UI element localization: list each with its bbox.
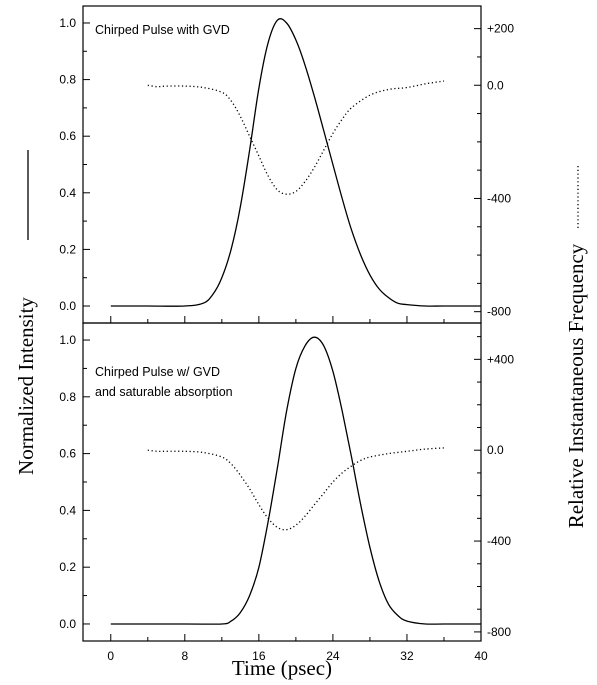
x-axis-label: Time (psec) xyxy=(232,656,332,680)
panel-bottom-annotation-line-2: and saturable absorption xyxy=(95,385,233,399)
x-tick-label: 8 xyxy=(181,649,188,663)
left-tick-label: 0.0 xyxy=(59,299,76,313)
right-axis-label-group: Relative Instantaneous Frequency xyxy=(564,166,588,528)
right-tick-label: +400 xyxy=(487,352,514,366)
panel-bottom-ticks: 0.0 0.2 0.4 0.6 0.8 1.0 +400 0.0 -400 -800 xyxy=(59,333,514,641)
x-tick-label: 40 xyxy=(474,649,488,663)
left-tick-label: 0.6 xyxy=(59,447,76,461)
panel-top-series xyxy=(110,18,481,307)
panel-top: Chirped Pulse with GVD 0.0 0.2 0.4 0.6 0.8 1.… xyxy=(59,5,514,324)
right-tick-label: 0.0 xyxy=(487,443,504,457)
left-axis-label: Normalized Intensity xyxy=(14,297,38,475)
left-tick-label: 0.4 xyxy=(59,503,76,517)
intensity-curve-bottom xyxy=(110,336,481,625)
left-tick-label: 0.2 xyxy=(59,242,76,256)
panel-top-frame xyxy=(82,5,482,324)
x-axis-ticks: 0 8 16 24 32 40 xyxy=(107,649,488,663)
left-tick-label: 0.2 xyxy=(59,560,76,574)
intensity-curve-top xyxy=(110,18,481,307)
left-tick-label: 0.6 xyxy=(59,129,76,143)
left-tick-label: 0.0 xyxy=(59,617,76,631)
panel-top-ticks: 0.0 0.2 0.4 0.6 0.8 1.0 +200 0.0 -400 -800 xyxy=(59,16,514,323)
x-tick-label: 32 xyxy=(400,649,414,663)
left-tick-label: 0.4 xyxy=(59,186,76,200)
x-tick-label: 24 xyxy=(326,649,340,663)
right-axis-label: Relative Instantaneous Frequency xyxy=(564,243,588,528)
panel-top-annotation-line-1: Chirped Pulse with GVD xyxy=(95,23,230,37)
right-tick-label: -800 xyxy=(487,305,511,319)
right-tick-label: -400 xyxy=(487,534,511,548)
left-axis-label-group: Normalized Intensity xyxy=(14,150,38,475)
frequency-curve-top xyxy=(147,80,445,195)
left-tick-label: 0.8 xyxy=(59,73,76,87)
left-tick-label: 1.0 xyxy=(59,333,76,347)
right-tick-label: -800 xyxy=(487,625,511,639)
x-tick-label: 16 xyxy=(252,649,266,663)
right-tick-label: -400 xyxy=(487,191,511,205)
panel-bottom: Chirped Pulse w/ GVD and saturable absor… xyxy=(59,322,514,642)
x-tick-label: 0 xyxy=(107,649,114,663)
left-tick-label: 1.0 xyxy=(59,16,76,30)
panel-bottom-annotation-line-1: Chirped Pulse w/ GVD xyxy=(95,365,220,379)
frequency-curve-bottom xyxy=(147,447,445,531)
right-tick-label: 0.0 xyxy=(487,78,504,92)
right-tick-label: +200 xyxy=(487,22,514,36)
panel-bottom-series xyxy=(110,336,481,625)
left-tick-label: 0.8 xyxy=(59,390,76,404)
